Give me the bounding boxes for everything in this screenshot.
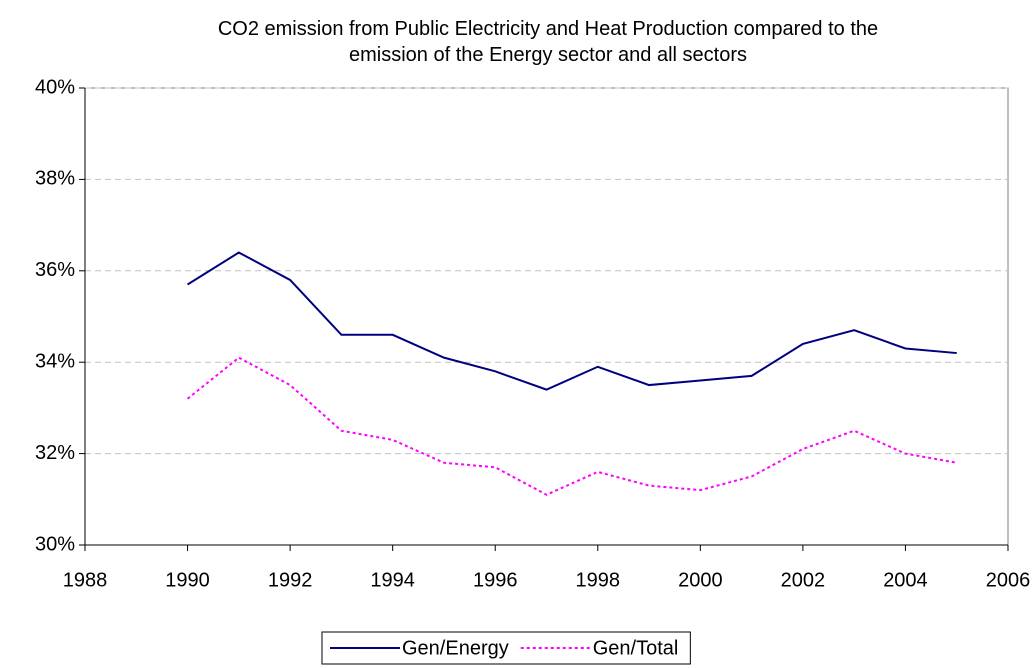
x-tick-label: 1992 xyxy=(268,569,313,591)
x-tick-label: 1994 xyxy=(370,569,415,591)
x-tick-label: 2000 xyxy=(678,569,723,591)
chart-title: CO2 emission from Public Electricity and… xyxy=(217,18,879,66)
series-line xyxy=(186,356,957,496)
x-tick-label: 1998 xyxy=(576,569,621,591)
y-tick-label: 30% xyxy=(35,533,75,555)
y-tick-label: 38% xyxy=(35,168,75,190)
legend-label: Gen/Total xyxy=(593,637,679,659)
y-tick-label: 34% xyxy=(35,350,75,372)
y-tick-label: 40% xyxy=(35,76,75,98)
legend-label: Gen/Energy xyxy=(402,637,509,659)
x-tick-label: 1988 xyxy=(63,569,108,591)
y-tick-label: 32% xyxy=(35,442,75,464)
x-tick-label: 2006 xyxy=(986,569,1031,591)
x-tick-label: 1996 xyxy=(473,569,518,591)
plot-area xyxy=(84,87,1009,546)
y-tick-label: 36% xyxy=(35,259,75,281)
x-tick-label: 2002 xyxy=(781,569,826,591)
series-line xyxy=(187,251,957,391)
x-tick-label: 2004 xyxy=(883,569,928,591)
x-tick-label: 1990 xyxy=(165,569,210,591)
